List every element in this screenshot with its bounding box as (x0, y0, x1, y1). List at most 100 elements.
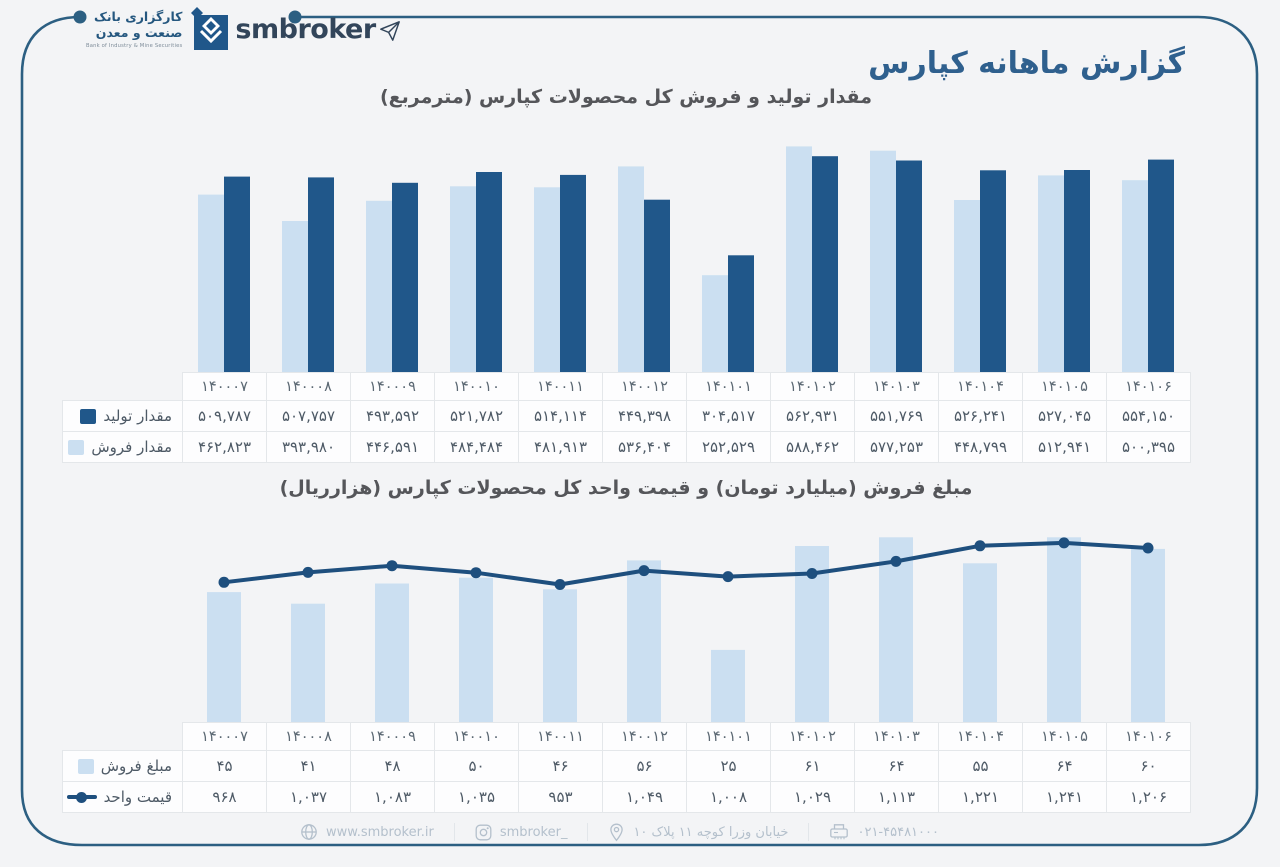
value-cell: ۱,۱۱۳ (854, 781, 939, 813)
paper-plane-icon (379, 21, 400, 41)
value-cell: ۱,۰۲۹ (770, 781, 855, 813)
bar-مقدار فروش (1122, 180, 1148, 372)
globe-icon (301, 824, 317, 840)
table-row: مقدار فروش ۴۶۲,۸۲۳ ۳۹۳,۹۸۰ ۴۴۶,۵۹۱ ۴۸۴,۴۸۴ ۴۸… (62, 431, 1191, 463)
bar-مقدار فروش (702, 275, 728, 372)
legend-label: مقدار فروش (91, 438, 172, 456)
bar-مقدار فروش (366, 200, 392, 372)
bar-مقدار فروش (618, 166, 644, 372)
value-cell: ۴۸ (350, 750, 435, 782)
value-cell: ۵۰ (434, 750, 519, 782)
brand-english-text: Bank of Industry & Mine Securities (86, 42, 183, 49)
bar-مقدار فروش (1038, 175, 1064, 372)
production-sales-chart-title: مقدار تولید و فروش کل محصولات کپارس (متر… (379, 86, 872, 108)
value-cell: ۵۰۷,۷۵۷ (266, 400, 351, 432)
bar-مبلغ فروش (207, 592, 241, 722)
value-cell: ۴۶ (518, 750, 603, 782)
month-cell: ۱۴۰۰۱۰ (434, 372, 519, 401)
bar-مبلغ فروش (1131, 548, 1165, 722)
footer-divider (453, 823, 455, 841)
website-url: www.smbroker.ir (326, 824, 434, 840)
brand-name: smbroker (235, 13, 376, 45)
revenue-price-chart-title: مبلغ فروش (میلیارد تومان) و قیمت واحد کل… (279, 477, 973, 499)
value-cell: ۵۶ (602, 750, 687, 782)
legend-cell: مبلغ فروش (62, 750, 183, 782)
line-marker-dot (806, 568, 818, 579)
line-marker-dot (470, 567, 482, 579)
line-قیمت واحد (223, 540, 1149, 587)
value-cell: ۱,۰۳۵ (434, 781, 519, 813)
month-cell: ۱۴۰۱۰۴ (938, 722, 1023, 751)
bar-مقدار تولید (224, 176, 250, 372)
footer-instagram: smbroker_ (475, 824, 568, 841)
value-cell: ۶۰ (1106, 750, 1191, 782)
bar-مقدار فروش (786, 146, 812, 372)
value-cell: ۶۴ (1022, 750, 1107, 782)
value-cell: ۴۸۱,۹۱۳ (518, 431, 603, 463)
value-cell: ۴۸۴,۴۸۴ (434, 431, 519, 463)
bar-مقدار تولید (392, 182, 418, 372)
legend-cell: قیمت واحد (62, 781, 183, 813)
value-cell: ۵۷۷,۲۵۳ (854, 431, 939, 463)
bar-مقدار فروش (954, 200, 980, 372)
value-cell: ۵۳۶,۴۰۴ (602, 431, 687, 463)
value-cell: ۴۴۸,۷۹۹ (938, 431, 1023, 463)
value-cell: ۱,۲۲۱ (938, 781, 1023, 813)
fax-icon (830, 824, 849, 840)
line-marker-dot (386, 560, 398, 572)
value-cell: ۵۵ (938, 750, 1023, 782)
month-cell: ۱۴۰۱۰۲ (770, 722, 855, 751)
value-cell: ۵۰۹,۷۸۷ (182, 400, 267, 432)
month-cell: ۱۴۰۰۱۰ (434, 722, 519, 751)
square-legend-marker (77, 758, 94, 774)
production-sales-bar-plot (198, 146, 1174, 372)
brand-block: کارگزاری بانک صنعت و معدن Bank of Indust… (86, 4, 401, 54)
value-cell: ۵۸۸,۴۶۲ (770, 431, 855, 463)
bar-مقدار تولید (980, 170, 1006, 372)
value-cell: ۱,۰۴۹ (602, 781, 687, 813)
table-corner-cell (63, 373, 183, 401)
legend-label: قیمت واحد (103, 788, 172, 806)
brand-farsi-text: کارگزاری بانک صنعت و معدن Bank of Indust… (86, 9, 182, 48)
month-cell: ۱۴۰۱۰۵ (1022, 722, 1107, 751)
value-cell: ۴۹۳,۵۹۲ (350, 400, 435, 432)
bar-مبلغ فروش (1047, 537, 1081, 722)
bar-مقدار تولید (476, 172, 502, 372)
value-cell: ۱,۲۴۱ (1022, 781, 1107, 813)
table-row: مقدار تولید ۵۰۹,۷۸۷ ۵۰۷,۷۵۷ ۴۹۳,۵۹۲ ۵۲۱,۷۸۲ ۵… (62, 400, 1191, 432)
value-cell: ۴۶۲,۸۲۳ (182, 431, 267, 463)
bar-مقدار تولید (1064, 170, 1090, 372)
bar-مبلغ فروش (459, 577, 493, 722)
revenue-price-plot (207, 537, 1165, 722)
bar-مبلغ فروش (963, 563, 997, 722)
month-cell: ۱۴۰۰۰۹ (350, 372, 435, 401)
bar-مقدار فروش (534, 187, 560, 372)
line-marker-dot (218, 576, 230, 588)
legend-label: مبلغ فروش (100, 757, 172, 775)
month-cell: ۱۴۰۰۰۷ (182, 722, 267, 751)
footer-phone: ۰۲۱-۴۵۴۸۱۰۰۰ (829, 823, 939, 841)
value-cell: ۴۴۹,۳۹۸ (602, 400, 687, 432)
footer-divider (808, 823, 810, 841)
phone-number: ۰۲۱-۴۵۴۸۱۰۰۰ (857, 824, 939, 840)
month-cell: ۱۴۰۱۰۶ (1106, 722, 1191, 751)
month-cell: ۱۴۰۱۰۳ (854, 722, 939, 751)
bar-مقدار تولید (728, 255, 754, 372)
footer-address: خیابان وزرا کوچه ۱۱ پلاک ۱۰ (608, 823, 788, 842)
revenue-price-table: ۱۴۰۰۰۷ ۱۴۰۰۰۸ ۱۴۰۰۰۹ ۱۴۰۰۱۰ ۱۴۰۰۱۱ ۱۴۰۰۱۲ ۱۴۰۱… (62, 722, 1191, 813)
value-cell: ۵۱۴,۱۱۴ (518, 400, 603, 432)
value-cell: ۳۰۴,۵۱۷ (686, 400, 771, 432)
value-cell: ۹۶۸ (182, 781, 267, 813)
instagram-handle: smbroker_ (499, 824, 568, 840)
month-cell: ۱۴۰۰۱۱ (518, 722, 603, 751)
legend-label: مقدار تولید (103, 407, 172, 425)
line-marker-dot (890, 555, 902, 567)
footer-divider (587, 823, 589, 841)
bar-مبلغ فروش (543, 589, 577, 722)
location-pin-icon (610, 823, 624, 841)
month-cell: ۱۴۰۱۰۲ (770, 372, 855, 401)
legend-cell: مقدار فروش (62, 431, 183, 463)
bar-مقدار فروش (282, 221, 308, 372)
